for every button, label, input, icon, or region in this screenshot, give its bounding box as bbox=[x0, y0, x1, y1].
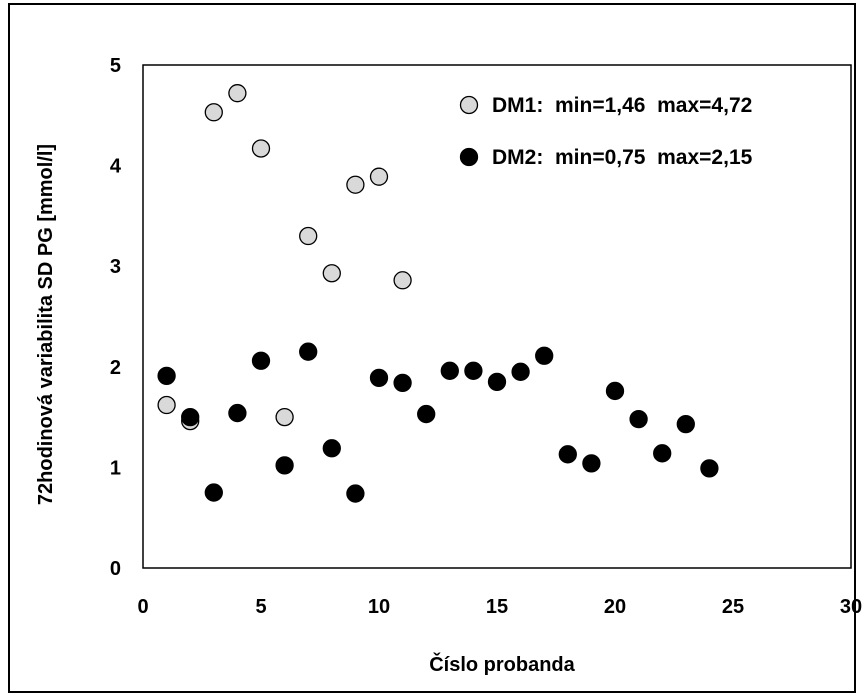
y-tick-label-1: 1 bbox=[110, 457, 121, 479]
point-series2-21 bbox=[629, 409, 648, 429]
legend-marker-2 bbox=[459, 147, 479, 167]
point-series2-22 bbox=[653, 444, 672, 463]
point-series1-11 bbox=[393, 271, 412, 290]
point-series2-11 bbox=[393, 373, 412, 393]
x-tick-label-4: 20 bbox=[604, 596, 626, 618]
point-series2-6 bbox=[275, 456, 294, 475]
point-series2-14 bbox=[464, 361, 483, 380]
point-series1-3 bbox=[204, 103, 223, 122]
point-series2-17 bbox=[535, 346, 554, 365]
point-series2-24 bbox=[700, 459, 719, 478]
chart-frame bbox=[8, 3, 856, 693]
y-tick-label-5: 5 bbox=[110, 55, 121, 77]
y-tick-label-2: 2 bbox=[110, 357, 121, 379]
point-series1-10 bbox=[369, 167, 389, 186]
point-series1-1 bbox=[157, 395, 176, 415]
x-tick-label-0: 0 bbox=[137, 596, 148, 618]
point-series2-2 bbox=[181, 407, 200, 427]
legend-marker-1 bbox=[459, 95, 479, 115]
legend: DM1: min=1,46 max=4,72 DM2: min=0,75 max=… bbox=[459, 94, 753, 169]
point-series2-5 bbox=[251, 351, 271, 370]
point-series2-8 bbox=[322, 439, 341, 458]
x-tick-label-2: 10 bbox=[368, 596, 390, 618]
point-series2-18 bbox=[558, 445, 577, 464]
point-series2-10 bbox=[369, 368, 389, 388]
x-tick-label-3: 15 bbox=[486, 596, 508, 618]
legend-label-1: DM1: min=1,46 max=4,72 bbox=[492, 94, 752, 117]
point-series2-20 bbox=[605, 381, 625, 401]
point-series2-15 bbox=[487, 372, 507, 392]
x-tick-label-1: 5 bbox=[255, 596, 266, 618]
point-series2-19 bbox=[582, 454, 601, 473]
point-series2-1 bbox=[157, 366, 176, 386]
point-series2-9 bbox=[346, 484, 365, 503]
point-series1-6 bbox=[275, 407, 294, 427]
point-series1-8 bbox=[322, 264, 341, 283]
point-series2-3 bbox=[204, 483, 223, 502]
point-series1-5 bbox=[251, 139, 271, 158]
legend-label-2: DM2: min=0,75 max=2,15 bbox=[492, 146, 753, 169]
point-series2-4 bbox=[228, 403, 247, 423]
y-axis-title: 72hodinová variabilita SD PG [mmol/l] bbox=[35, 144, 57, 505]
data-points bbox=[157, 84, 719, 503]
point-series1-4 bbox=[228, 84, 247, 103]
point-series2-13 bbox=[440, 361, 459, 380]
point-series1-9 bbox=[346, 175, 365, 194]
axis-ticks: 0 5 10 15 20 25 30 0 1 2 3 4 5 bbox=[110, 55, 862, 618]
point-series2-23 bbox=[676, 414, 695, 434]
y-tick-label-4: 4 bbox=[110, 156, 122, 178]
y-tick-label-0: 0 bbox=[110, 558, 121, 580]
y-tick-label-3: 3 bbox=[110, 256, 121, 278]
point-series1-7 bbox=[299, 226, 318, 246]
point-series2-7 bbox=[299, 342, 318, 361]
x-axis-title: Číslo probanda bbox=[429, 652, 575, 676]
point-series2-16 bbox=[511, 362, 530, 381]
x-tick-label-6: 30 bbox=[840, 596, 862, 618]
x-tick-label-5: 25 bbox=[722, 596, 744, 618]
plot-area bbox=[142, 64, 852, 569]
point-series2-12 bbox=[417, 404, 436, 424]
